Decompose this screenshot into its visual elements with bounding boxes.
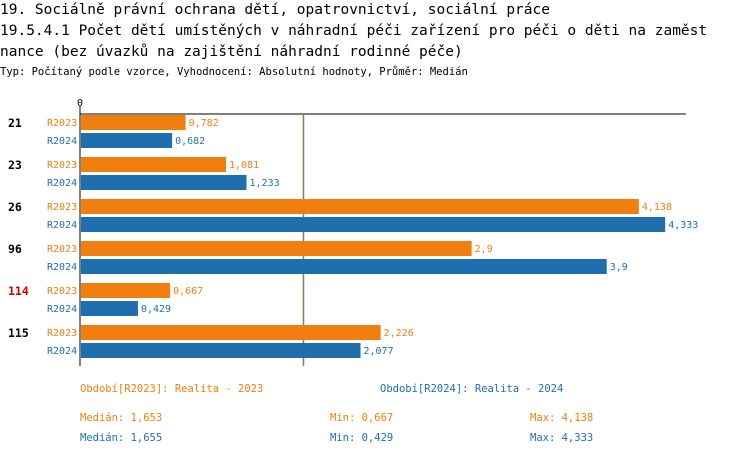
- bar-r2023: [81, 241, 472, 256]
- x-axis-zero-tick-label: 0: [77, 98, 83, 109]
- bar-value-label: 0,667: [173, 286, 203, 297]
- bar-value-label: 2,226: [384, 328, 414, 339]
- bar-r2024: [81, 259, 607, 274]
- bar-r2024: [81, 343, 361, 358]
- series-row-label: R2024: [47, 262, 77, 273]
- bar-value-label: 4,138: [642, 202, 672, 213]
- bar-r2023: [81, 115, 186, 130]
- stat-max-r2024: Max: 4,333: [530, 432, 594, 444]
- bar-r2023: [81, 199, 639, 214]
- series-row-label: R2024: [47, 136, 77, 147]
- category-label: 26: [8, 200, 22, 214]
- bar-value-label: 2,9: [475, 244, 493, 255]
- legend-r2024: Období[R2024]: Realita - 2024: [380, 383, 564, 395]
- series-row-label: R2023: [47, 244, 77, 255]
- bar-r2023: [81, 157, 226, 172]
- bar-value-label: 1,081: [229, 160, 259, 171]
- chart-title-line-2: 19.5.4.1 Počet dětí umístěných v náhradn…: [0, 23, 708, 39]
- bar-value-label: 1,233: [250, 178, 280, 189]
- chart-subtitle: Typ: Počítaný podle vzorce, Vyhodnocení:…: [0, 66, 468, 78]
- category-label: 23: [8, 158, 22, 172]
- stat-min-r2024: Min: 0,429: [330, 432, 394, 444]
- stat-median-r2024: Medián: 1,655: [80, 432, 163, 444]
- series-row-label: R2024: [47, 178, 77, 189]
- category-label: 115: [8, 326, 29, 340]
- series-row-label: R2023: [47, 328, 77, 339]
- bar-value-label: 4,333: [668, 220, 698, 231]
- chart-title-line-1: 19. Sociálně právní ochrana dětí, opatro…: [0, 2, 550, 18]
- bar-r2023: [81, 283, 171, 298]
- bar-r2024: [81, 133, 173, 148]
- bar-value-label: 2,077: [364, 346, 394, 357]
- series-row-label: R2023: [47, 160, 77, 171]
- bar-r2024: [81, 175, 247, 190]
- series-row-label: R2023: [47, 118, 77, 129]
- bar-value-label: 0,782: [189, 118, 219, 129]
- stat-max-r2023: Max: 4,138: [530, 412, 594, 424]
- series-row-label: R2024: [47, 304, 77, 315]
- series-row-label: R2023: [47, 286, 77, 297]
- bar-r2023: [81, 325, 381, 340]
- category-label: 96: [8, 242, 22, 256]
- bar-r2024: [81, 217, 666, 232]
- bar-value-label: 3,9: [610, 262, 628, 273]
- series-row-label: R2024: [47, 220, 77, 231]
- bar-r2024: [81, 301, 138, 316]
- chart-title-line-3: nance (bez úvazků na zajištění náhradní …: [0, 44, 463, 60]
- bar-value-label: 0,682: [175, 136, 205, 147]
- series-row-label: R2024: [47, 346, 77, 357]
- series-row-label: R2023: [47, 202, 77, 213]
- stat-min-r2023: Min: 0,667: [330, 412, 394, 424]
- bar-value-label: 0,429: [141, 304, 171, 315]
- stat-median-r2023: Medián: 1,653: [80, 412, 163, 424]
- category-label: 114: [8, 284, 29, 298]
- legend-r2023: Období[R2023]: Realita - 2023: [80, 383, 264, 395]
- category-label: 21: [8, 116, 22, 130]
